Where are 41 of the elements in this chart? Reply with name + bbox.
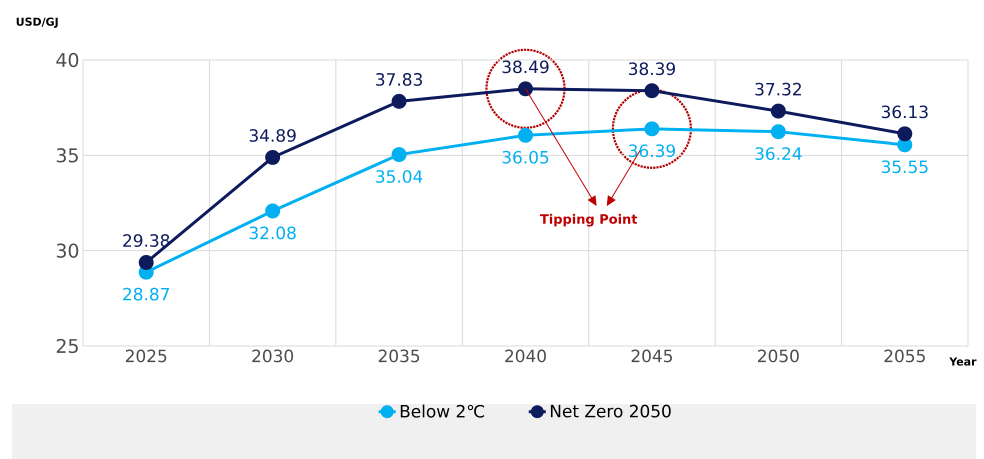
point — [644, 83, 660, 98]
x-tick-label: 2045 — [632, 350, 672, 362]
legend-label: Net Zero 2050 — [550, 404, 671, 418]
point — [392, 94, 407, 109]
point — [518, 128, 533, 143]
data-label: 37.32 — [755, 82, 801, 96]
data-label: 28.87 — [123, 288, 169, 301]
data-label: 38.39 — [628, 62, 675, 76]
y-tick-label: 35 — [56, 148, 78, 162]
y-tick-label: 25 — [56, 338, 78, 354]
data-label: 36.24 — [755, 147, 802, 160]
data-label: 34.89 — [250, 129, 296, 142]
point — [265, 204, 280, 218]
data-label: 36.05 — [502, 150, 548, 164]
x-tick-label: 2030 — [252, 350, 294, 362]
annotation: Tipping Point — [540, 214, 638, 227]
point — [644, 121, 660, 136]
data-label: 35.55 — [882, 160, 928, 174]
point — [392, 147, 407, 162]
x-tick-label: 2025 — [126, 350, 166, 362]
point — [518, 81, 533, 96]
data-label: 35.04 — [376, 170, 422, 183]
data-label: 36.39 — [628, 144, 675, 158]
data-label: 36.13 — [882, 105, 928, 118]
legend-label: Below 2℃ — [400, 404, 484, 418]
point — [265, 150, 280, 165]
data-label: 37.83 — [376, 73, 422, 86]
x-tick-label: 2055 — [884, 350, 925, 362]
data-label: 32.08 — [250, 226, 296, 240]
y-axis-title: USD/GJ — [16, 18, 58, 28]
y-tick-label: 30 — [56, 244, 78, 258]
x-tick-label: 2035 — [378, 350, 420, 362]
point — [770, 124, 786, 140]
x-axis-title: Year — [949, 358, 976, 366]
x-tick-label: 2050 — [758, 350, 799, 362]
x-tick-label: 2040 — [505, 350, 546, 362]
point — [897, 126, 912, 142]
data-label: 38.49 — [502, 60, 549, 74]
point — [138, 255, 154, 270]
point — [770, 104, 786, 119]
y-tick-label: 40 — [56, 52, 78, 68]
